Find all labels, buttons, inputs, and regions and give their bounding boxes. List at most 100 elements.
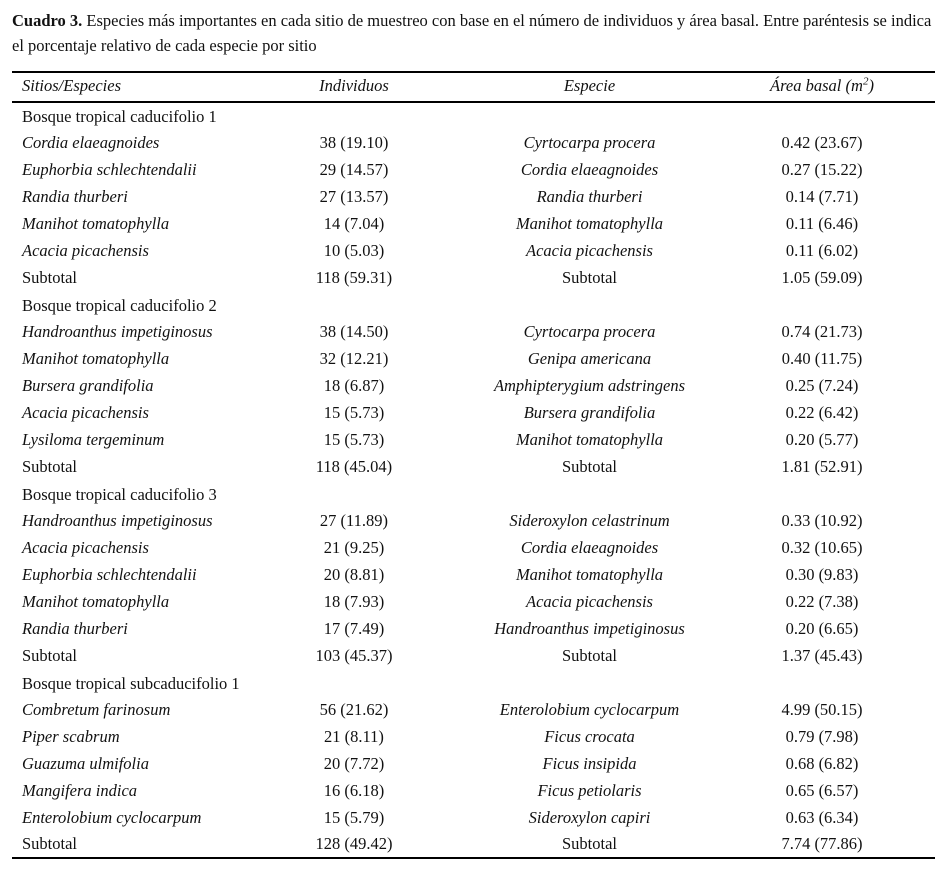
cell-individuals: 15 (5.73) [323,402,385,422]
header-sites-species: Sitios/Especies [12,72,280,103]
cell-site-species: Combretum farinosum [22,699,171,719]
cell-basal-area: 0.79 (7.98) [785,726,859,746]
subtotal-basal-area: 1.81 (52.91) [781,456,863,476]
cell-individuals: 29 (14.57) [319,159,389,179]
cell-basal-area: 0.20 (6.65) [785,618,859,638]
cell-site-species: Randia thurberi [22,186,128,206]
cell-individuals: 56 (21.62) [319,699,389,719]
cell-individuals: 15 (5.73) [323,429,385,449]
table-row: Cordia elaeagnoides 38 (19.10) Cyrtocarp… [12,129,935,156]
subtotal-label: Subtotal [22,267,78,287]
caption-text: Especies más importantes en cada sitio d… [12,11,932,55]
cell-basal-area: 0.63 (6.34) [785,807,859,827]
table-row: Manihot tomatophylla 18 (7.93) Acacia pi… [12,588,935,615]
cell-individuals: 21 (8.11) [324,726,384,746]
subtotal-individuals: 103 (45.37) [315,645,393,665]
cell-site-species: Piper scabrum [22,726,120,746]
subtotal-individuals: 128 (49.42) [315,834,393,853]
table-row: Randia thurberi 17 (7.49) Handroanthus i… [12,615,935,642]
cell-species: Ficus crocata [544,726,635,746]
cell-basal-area: 0.27 (15.22) [781,159,863,179]
table-row: Acacia picachensis 10 (5.03) Acacia pica… [12,237,935,264]
cell-basal-area: 0.22 (6.42) [785,402,859,422]
table-row: Randia thurberi 27 (13.57) Randia thurbe… [12,183,935,210]
cell-individuals: 27 (11.89) [319,510,389,530]
cell-basal-area: 0.33 (10.92) [781,510,863,530]
cell-basal-area: 0.14 (7.71) [785,186,859,206]
cell-individuals: 20 (7.72) [323,753,385,773]
table-row: Euphorbia schlechtendalii 29 (14.57) Cor… [12,156,935,183]
cell-site-species: Euphorbia schlechtendalii [22,159,197,179]
cell-site-species: Enterolobium cyclocarpum [22,807,202,827]
table-row: Lysiloma tergeminum 15 (5.73) Manihot to… [12,426,935,453]
section-title-row: Bosque tropical caducifolio 3 [12,480,935,507]
cell-site-species: Handroanthus impetiginosus [22,321,213,341]
cell-basal-area: 0.40 (11.75) [781,348,863,368]
cell-species: Acacia picachensis [526,240,653,260]
cell-site-species: Lysiloma tergeminum [22,429,165,449]
cell-individuals: 38 (19.10) [319,132,389,152]
subtotal-row: Subtotal 118 (59.31) Subtotal 1.05 (59.0… [12,264,935,291]
cell-site-species: Manihot tomatophylla [22,348,170,368]
subtotal-basal-area: 7.74 (77.86) [781,834,863,853]
table-row: Manihot tomatophylla 14 (7.04) Manihot t… [12,210,935,237]
cell-basal-area: 0.65 (6.57) [785,780,859,800]
cell-species: Sideroxylon capiri [528,807,651,827]
cell-site-species: Acacia picachensis [22,537,149,557]
cell-species: Genipa americana [527,348,652,368]
cell-individuals: 38 (14.50) [319,321,389,341]
subtotal-label-2: Subtotal [561,645,617,665]
cell-basal-area: 0.42 (23.67) [781,132,863,152]
cell-basal-area: 0.11 (6.46) [785,213,859,233]
table-row: Euphorbia schlechtendalii 20 (8.81) Mani… [12,561,935,588]
cell-species: Randia thurberi [536,186,643,206]
subtotal-individuals: 118 (59.31) [315,267,393,287]
cell-individuals: 14 (7.04) [323,213,385,233]
table-row: Enterolobium cyclocarpum 15 (5.79) Sider… [12,804,935,831]
cell-species: Manihot tomatophylla [515,564,664,584]
cell-site-species: Manihot tomatophylla [22,213,170,233]
section-title: Bosque tropical caducifolio 1 [22,107,217,126]
subtotal-label-2: Subtotal [561,834,617,853]
cell-species: Sideroxylon celastrinum [509,510,670,530]
cell-individuals: 17 (7.49) [323,618,385,638]
table-header-row: Sitios/Especies Individuos Especie Área … [12,72,935,103]
cell-basal-area: 0.11 (6.02) [785,240,859,260]
cell-species: Cyrtocarpa procera [523,321,656,341]
cell-site-species: Handroanthus impetiginosus [22,510,213,530]
section-title: Bosque tropical caducifolio 3 [22,484,217,504]
cell-basal-area: 4.99 (50.15) [781,699,863,719]
subtotal-row: Subtotal 103 (45.37) Subtotal 1.37 (45.4… [12,642,935,669]
subtotal-basal-area: 1.37 (45.43) [781,645,863,665]
cell-site-species: Euphorbia schlechtendalii [22,564,197,584]
cell-basal-area: 0.30 (9.83) [785,564,859,584]
cell-basal-area: 0.68 (6.82) [785,753,859,773]
cell-site-species: Acacia picachensis [22,402,149,422]
section-title-row: Bosque tropical caducifolio 1 [12,102,935,129]
section-title-row: Bosque tropical caducifolio 2 [12,291,935,318]
cell-species: Cordia elaeagnoides [520,159,659,179]
cell-individuals: 15 (5.79) [323,807,385,827]
header-basal-area: Área basal (m2) [751,72,935,103]
cell-individuals: 21 (9.25) [323,537,385,557]
table-row: Mangifera indica 16 (6.18) Ficus petiola… [12,777,935,804]
cell-individuals: 16 (6.18) [323,780,385,800]
cell-basal-area: 0.32 (10.65) [781,537,863,557]
cell-individuals: 10 (5.03) [323,240,385,260]
section-title: Bosque tropical caducifolio 2 [22,295,217,315]
table-row: Combretum farinosum 56 (21.62) Enterolob… [12,696,935,723]
table-caption: Cuadro 3. Especies más importantes en ca… [12,8,936,58]
table-row: Acacia picachensis 21 (9.25) Cordia elae… [12,534,935,561]
header-basal-area-superscript: 2 [862,75,869,88]
cell-species: Ficus insipida [542,753,637,773]
table-row: Handroanthus impetiginosus 38 (14.50) Cy… [12,318,935,345]
cell-site-species: Cordia elaeagnoides [22,132,160,152]
subtotal-row: Subtotal 118 (45.04) Subtotal 1.81 (52.9… [12,453,935,480]
cell-species: Bursera grandifolia [523,402,656,422]
cell-species: Manihot tomatophylla [515,429,664,449]
cell-site-species: Guazuma ulmifolia [22,753,149,773]
cell-basal-area: 0.22 (7.38) [785,591,859,611]
cell-species: Handroanthus impetiginosus [494,618,685,638]
caption-label: Cuadro 3. [12,11,83,30]
